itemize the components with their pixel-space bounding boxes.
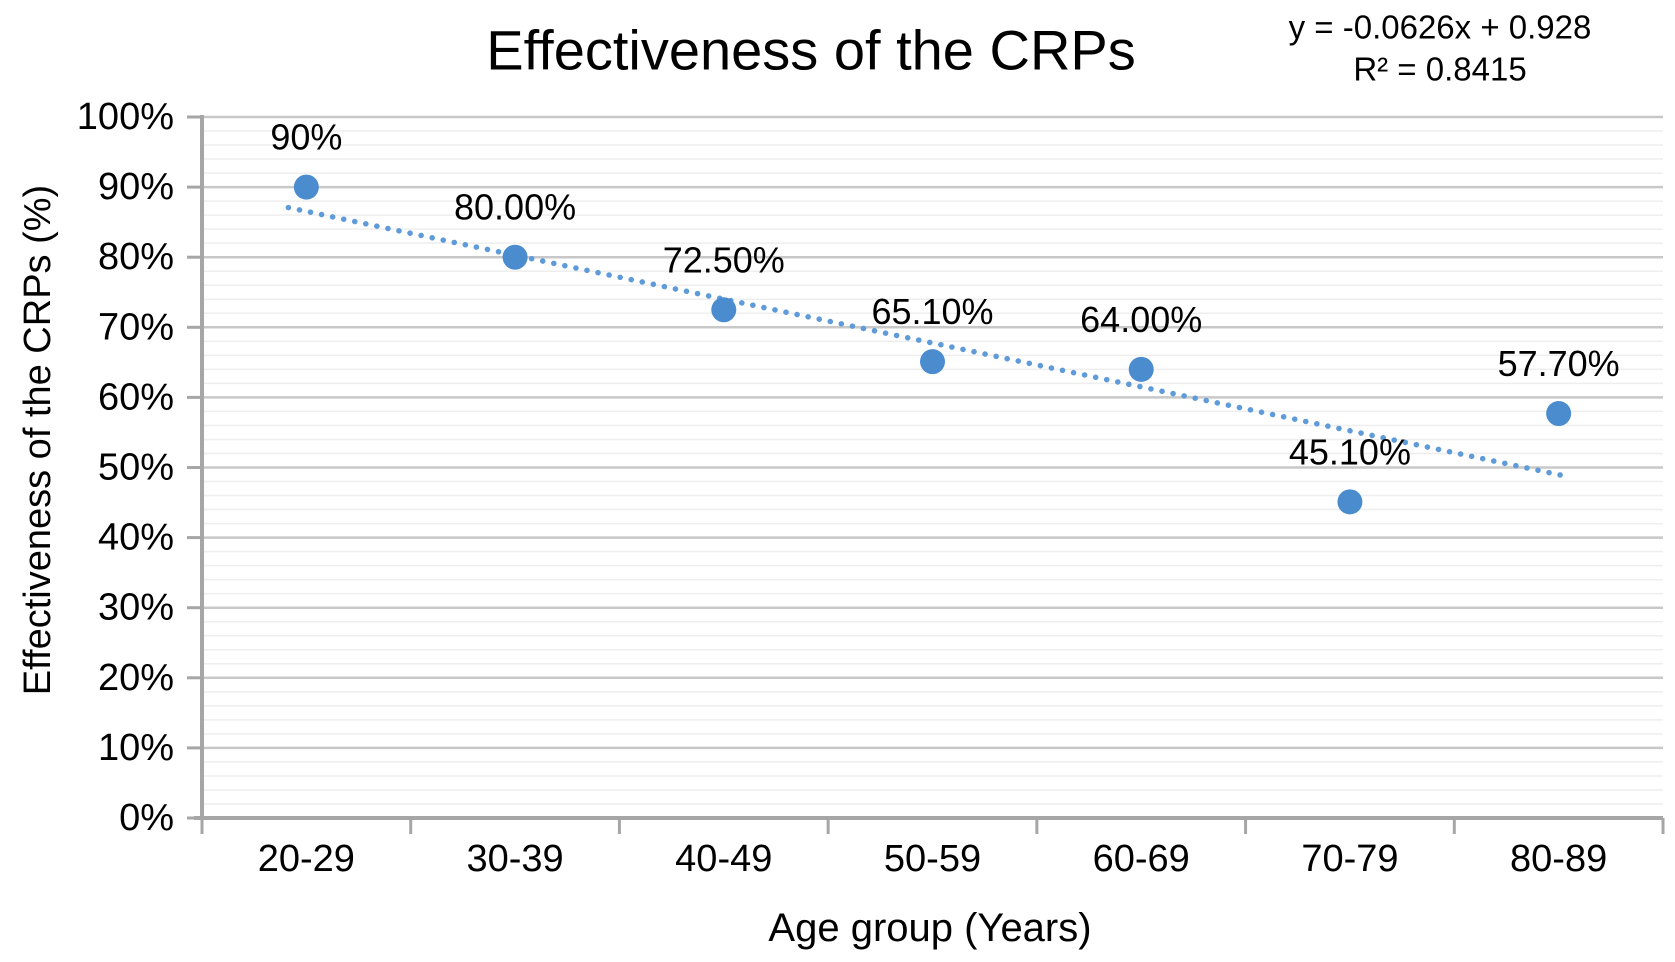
- y-axis-title: Effectiveness of the CRPs (%): [17, 185, 59, 695]
- data-point-label: 80.00%: [454, 187, 576, 228]
- gridlines: [202, 115, 1663, 805]
- chart-text: Effectiveness of the CRPs y = -0.0626x +…: [17, 9, 1591, 951]
- y-tick-label: 40%: [98, 517, 174, 559]
- data-point: [502, 244, 528, 270]
- data-point-label: 65.10%: [871, 291, 993, 332]
- data-point-label: 90%: [270, 117, 342, 158]
- x-tick-label: 50-59: [884, 838, 981, 880]
- data-point-label: 45.10%: [1289, 431, 1411, 472]
- data-point: [711, 297, 737, 323]
- y-tick-label: 100%: [77, 96, 174, 138]
- x-tick-label: 80-89: [1510, 838, 1607, 880]
- data-point: [293, 174, 319, 200]
- x-tick-label: 20-29: [258, 838, 355, 880]
- y-tick-label: 10%: [98, 727, 174, 769]
- y-tick-label: 60%: [98, 376, 174, 418]
- data-point-label: 57.70%: [1498, 343, 1620, 384]
- x-tick-label: 30-39: [466, 838, 563, 880]
- y-tick-label: 30%: [98, 587, 174, 629]
- trendline: [285, 204, 1565, 479]
- x-tick-label: 60-69: [1093, 838, 1190, 880]
- data-point: [1337, 489, 1363, 515]
- x-axis-title: Age group (Years): [768, 906, 1091, 950]
- data-series: 90% 80.00% 72.50% 65.10% 64.00% 45.10% 57.70%: [270, 117, 1620, 515]
- y-tick-label: 20%: [98, 657, 174, 699]
- x-tick-label: 70-79: [1301, 838, 1398, 880]
- trendline-r-squared-label: R² = 0.8415: [1353, 51, 1526, 88]
- axes: 0% 10% 20% 30% 40% 50% 60% 70% 80% 90% 100% 20-29 30…: [77, 96, 1665, 880]
- data-point-label: 72.50%: [663, 239, 785, 280]
- y-tick-label: 80%: [98, 236, 174, 278]
- data-point: [1128, 356, 1154, 382]
- data-point: [1546, 401, 1572, 427]
- y-tick-label: 0%: [119, 797, 174, 839]
- y-tick-label: 70%: [98, 306, 174, 348]
- chart-title: Effectiveness of the CRPs: [486, 19, 1136, 82]
- data-point-label: 64.00%: [1080, 299, 1202, 340]
- y-tick-label: 90%: [98, 166, 174, 208]
- trendline-equation-label: y = -0.0626x + 0.928: [1289, 9, 1592, 46]
- x-tick-label: 40-49: [675, 838, 772, 880]
- data-point: [920, 349, 945, 375]
- y-tick-label: 50%: [98, 447, 174, 489]
